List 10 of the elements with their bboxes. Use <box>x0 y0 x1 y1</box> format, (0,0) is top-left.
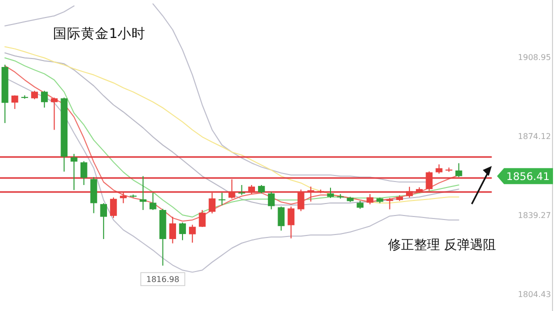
ytick: 1839.27 <box>518 211 551 220</box>
annotation: 1856.41 <box>506 171 550 184</box>
annotation: 修正整理 反弹遇阻 <box>388 238 496 253</box>
title: 国际黄金1小时 <box>53 26 146 42</box>
ytick: 1908.95 <box>518 52 551 62</box>
price-tag: 1856.41 <box>497 168 553 184</box>
ytick: 1804.43 <box>518 290 551 300</box>
annotation: 1816.98 <box>146 275 180 284</box>
ytick: 1874.12 <box>518 132 551 141</box>
low-tag: 1816.98 <box>140 272 186 286</box>
